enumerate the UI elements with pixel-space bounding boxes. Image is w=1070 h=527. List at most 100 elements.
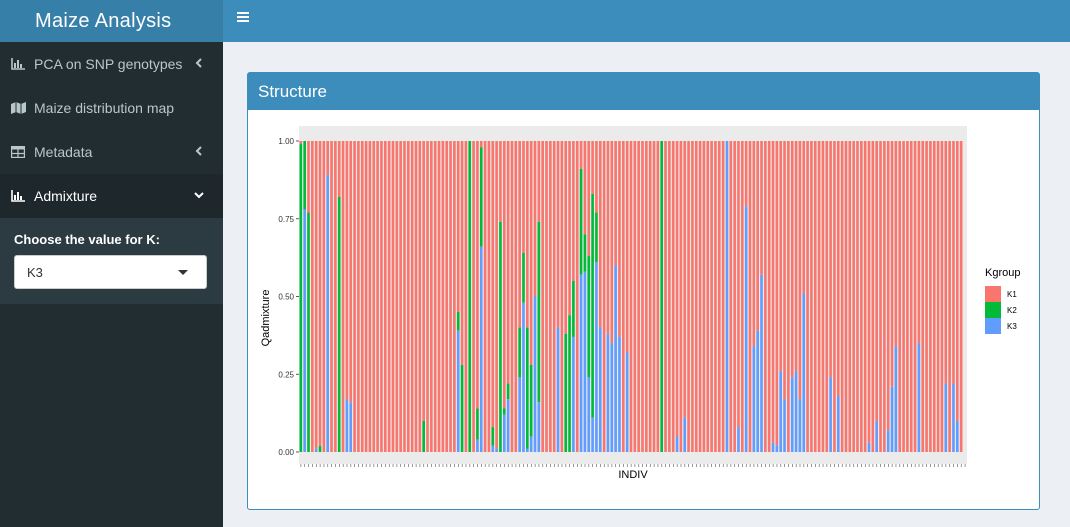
bar-k2 [526,327,529,449]
bar-chart-icon [10,189,26,203]
sidebar-toggle-icon[interactable] [237,10,251,24]
bar-k1 [376,141,379,452]
bar-k1 [886,141,890,431]
bar-k1 [426,141,429,452]
admixture-submenu: Choose the value for K: K3 [0,218,223,304]
bar-k2 [422,420,425,452]
bar-k3 [314,448,318,452]
bar-k1 [821,141,825,452]
bar-k3 [760,274,763,452]
bar-k1 [652,141,656,452]
bar-k3 [587,377,591,452]
bar-k1 [729,141,733,452]
bar-k2 [502,408,506,415]
bar-k1 [307,141,310,213]
caret-down-icon [178,270,188,275]
bar-k1 [514,141,518,452]
bar-k3 [802,293,806,452]
bar-k1 [902,141,905,452]
sidebar-item-metadata[interactable]: Metadata [0,130,223,174]
bar-k1 [353,141,356,452]
sidebar-item-label: Admixture [34,188,98,204]
bar-k2 [583,234,587,272]
bar-k1 [552,141,556,452]
bar-k1 [756,141,759,331]
bar-k1 [883,141,886,452]
bar-k1 [694,141,698,452]
bar-k1 [932,141,936,452]
y-tick-label: 0.00 [278,448,294,457]
bar-k1 [744,141,748,207]
bar-k1 [829,141,832,378]
bar-k1 [687,141,690,452]
bar-k1 [337,141,341,197]
bar-k1 [721,141,725,452]
bar-k1 [825,141,829,452]
bar-k3 [737,427,740,452]
bar-k3 [522,302,525,452]
bar-k2 [460,364,464,452]
bar-k1 [526,141,529,328]
bar-k1 [418,141,422,452]
bar-k1 [879,141,882,452]
bar-k3 [491,445,495,452]
bar-k1 [383,141,387,452]
bar-k1 [476,141,479,409]
bar-k1 [364,141,368,452]
bar-k1 [510,141,514,452]
bar-k1 [917,141,921,344]
bar-k1 [806,141,809,452]
bar-k2 [522,252,525,303]
k-select-dropdown[interactable]: K3 [14,255,207,289]
bar-k1 [610,141,614,344]
bar-k1 [748,141,752,452]
bar-k1 [856,141,859,452]
bar-k1 [648,141,652,452]
bar-k1 [583,141,587,235]
bar-k1 [464,141,468,452]
bar-k3 [725,141,729,452]
sidebar-item-label: PCA on SNP genotypes [34,56,183,72]
bar-k1 [817,141,821,452]
bar-k3 [952,383,955,452]
bar-k1 [445,141,449,452]
bar-k2 [529,364,533,437]
bar-k1 [798,141,802,400]
bar-k1 [683,141,687,418]
bar-k1 [794,141,798,372]
bar-k1 [925,141,928,452]
bar-k2 [660,141,664,452]
bar-k1 [802,141,806,294]
bar-k3 [675,436,679,452]
bar-k2 [506,383,510,400]
bar-k1 [449,141,452,452]
sidebar: PCA on SNP genotypes Maize distribution … [0,42,223,527]
bar-k1 [406,141,410,452]
bar-k2 [318,445,322,452]
structure-box: Structure 0.00 0.25 0.50 0.75 1.00 INDIV Qadmi… [247,72,1040,510]
bar-k1 [833,141,836,452]
bar-k1 [810,141,813,452]
bar-k1 [522,141,525,253]
bar-k3 [518,377,521,452]
bar-k3 [349,402,353,452]
bar-k1 [537,141,541,222]
bar-k3 [529,436,533,452]
bar-k3 [303,209,306,452]
k-select-label: Choose the value for K: [14,232,160,247]
bar-k1 [618,141,621,337]
bar-k1 [668,141,671,452]
bar-k1 [836,141,840,397]
sidebar-item-pca[interactable]: PCA on SNP genotypes [0,42,223,86]
bar-k3 [779,371,783,452]
chevron-left-icon [195,146,202,156]
bar-k2 [299,144,303,453]
bar-k1 [560,141,564,452]
bar-k3 [495,448,498,452]
y-tick-label: 1.00 [278,137,294,146]
sidebar-item-admixture[interactable]: Admixture [0,174,223,218]
bar-k1 [556,141,560,328]
bar-k1 [656,141,660,452]
sidebar-item-map[interactable]: Maize distribution map [0,86,223,130]
bar-k1 [767,141,771,452]
